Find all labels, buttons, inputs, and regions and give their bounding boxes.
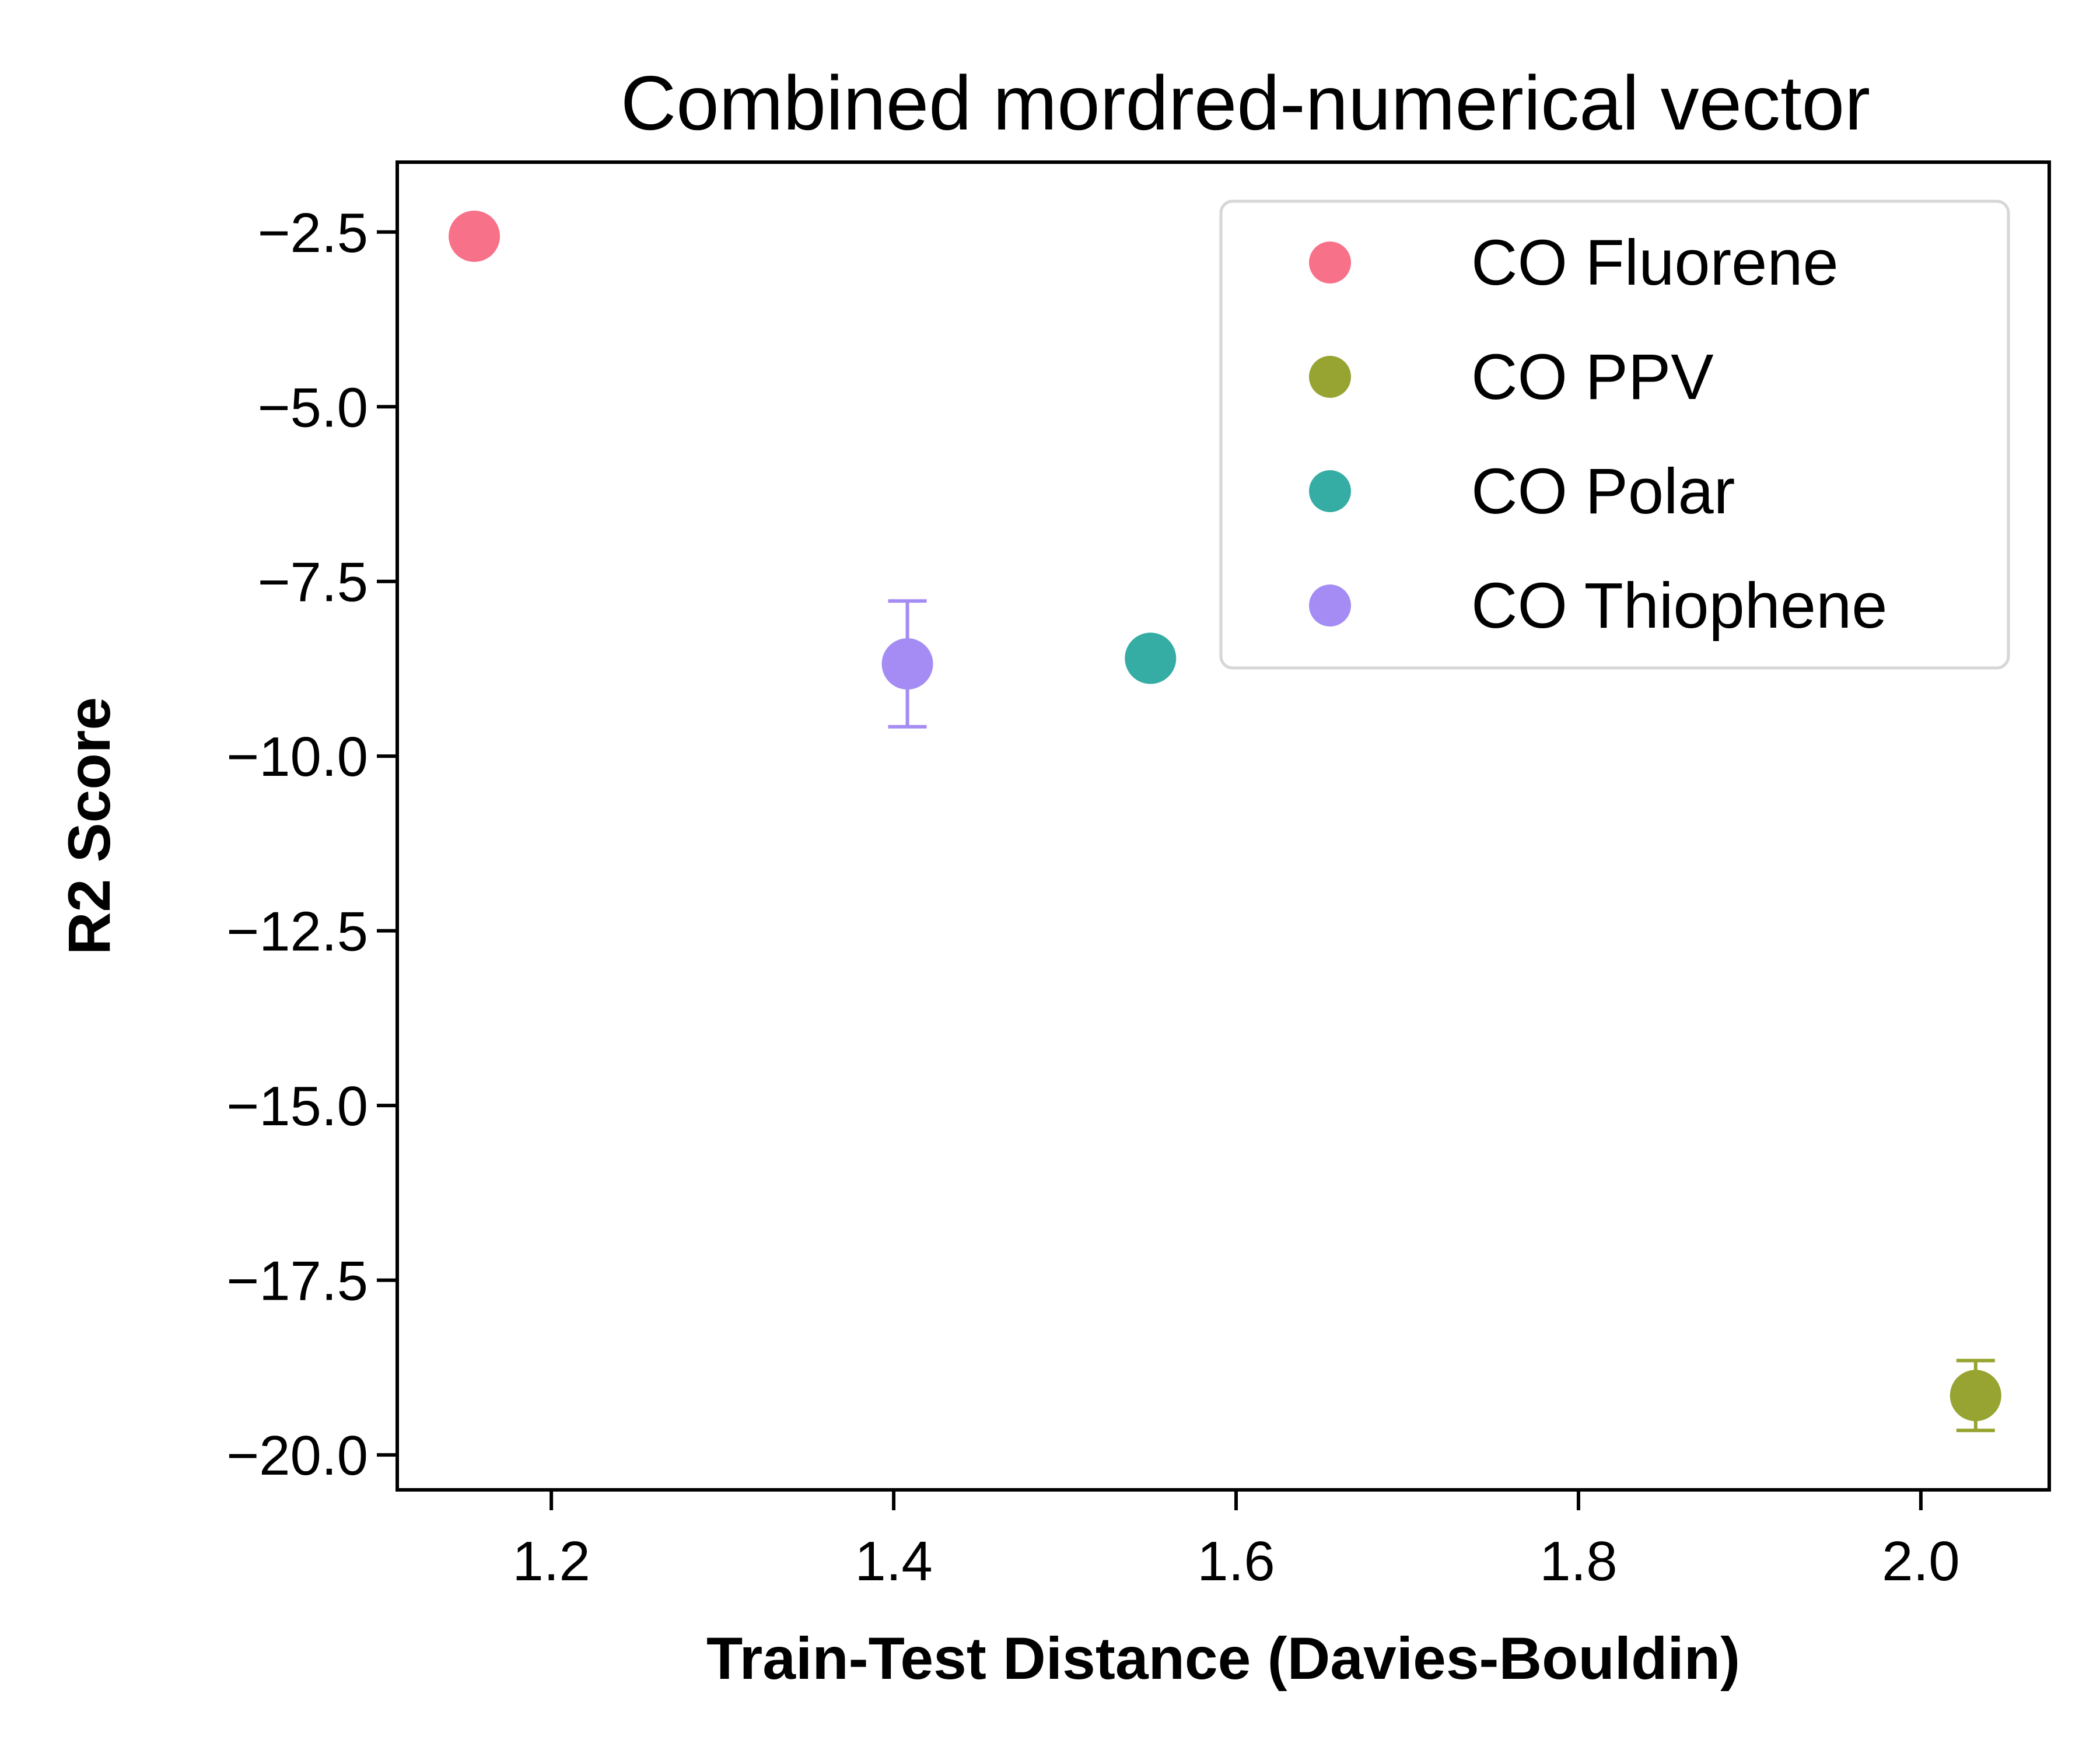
- data-point: [881, 638, 933, 690]
- y-tick-label: −7.5: [257, 551, 368, 614]
- y-tick-label: −15.0: [226, 1075, 368, 1138]
- y-tick-label: −17.5: [226, 1250, 368, 1312]
- plot-frame: [396, 160, 2051, 1492]
- x-tick-label: 1.4: [855, 1530, 932, 1592]
- legend-marker: [1309, 470, 1351, 512]
- x-tick-label: 1.2: [512, 1530, 590, 1592]
- plot-area: [449, 210, 2001, 1433]
- legend-frame: [1219, 200, 2010, 670]
- legend-label: CO PPV: [1471, 341, 1714, 413]
- chart-title: Combined mordred-numerical vector: [621, 60, 1870, 146]
- legend-label: CO Fluorene: [1471, 227, 1839, 299]
- x-tick-label: 1.8: [1539, 1530, 1617, 1592]
- y-tick-label: −5.0: [257, 376, 368, 439]
- x-tick-label: 2.0: [1882, 1530, 1959, 1592]
- data-point: [449, 210, 501, 262]
- legend: CO Fluorene CO PPV CO Polar CO Thiophene: [1219, 200, 2010, 670]
- legend-marker: [1309, 356, 1351, 398]
- x-axis-label: Train-Test Distance (Davies-Bouldin): [706, 1625, 1740, 1692]
- y-tick-label: −10.0: [226, 726, 368, 788]
- y-tick-label: −2.5: [257, 202, 368, 264]
- x-tick-label: 1.6: [1197, 1530, 1275, 1592]
- y-tick-label: −20.0: [226, 1424, 368, 1487]
- legend-marker: [1309, 242, 1351, 284]
- legend-label: CO Thiophene: [1471, 570, 1887, 642]
- data-point: [1950, 1370, 2001, 1422]
- y-tick-label: −12.5: [226, 901, 368, 963]
- legend-label: CO Polar: [1471, 456, 1735, 527]
- x-axis: 1.2 1.4 1.6 1.8 2.0: [512, 1490, 1960, 1592]
- y-axis: −2.5 −5.0 −7.5 −10.0 −12.5 −15.0 −17.5 −20.0: [226, 202, 397, 1487]
- legend-marker: [1309, 584, 1351, 626]
- data-point: [1125, 632, 1177, 684]
- y-axis-label: R2 Score: [56, 697, 123, 955]
